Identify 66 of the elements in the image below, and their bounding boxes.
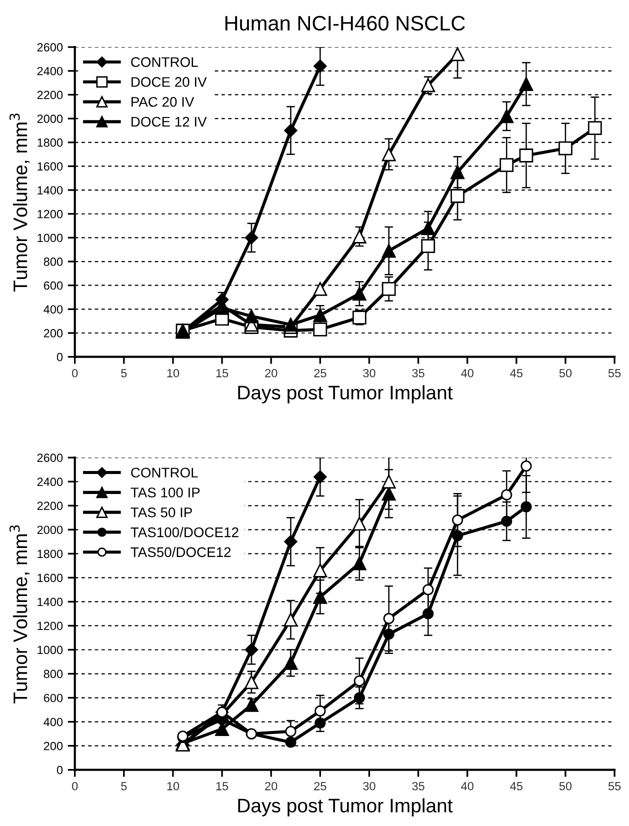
x-tick-label: 25: [314, 782, 326, 790]
y-tick-label: 1200: [38, 210, 63, 218]
y-tick-label: 2200: [37, 90, 63, 100]
y-tick-label: 2200: [37, 502, 63, 510]
x-tick-label: 55: [608, 782, 621, 790]
x-tick-label: 5: [121, 369, 127, 378]
y-tick-label: 1400: [38, 598, 63, 606]
x-tick-label: 0: [72, 368, 78, 378]
y-tick-label: 2000: [37, 526, 63, 534]
y-tick-label: 200: [44, 329, 63, 338]
y-tick-label: 1000: [38, 234, 63, 242]
y-tick-label: 1800: [38, 550, 63, 558]
legend-label: TAS 100 IP: [130, 488, 200, 498]
x-tick-label: 10: [167, 782, 180, 790]
y-tick-label: 200: [44, 742, 63, 750]
x-tick-label: 30: [363, 368, 376, 378]
x-tick-label: 0: [72, 782, 78, 790]
x-tick-label: 10: [167, 368, 180, 378]
y-tick-label: 2000: [37, 114, 63, 123]
y-tick-label: 2600: [37, 43, 63, 52]
y-axis-title: Tumor Volume, mm$^{3}$: [10, 525, 30, 704]
y-tick-label: 1800: [38, 138, 63, 147]
y-tick-label: 1600: [38, 574, 63, 582]
y-tick-label: 2400: [37, 66, 63, 76]
x-tick-label: 45: [510, 369, 522, 378]
legend-label: TAS 50 IP: [130, 507, 192, 518]
y-tick-label: 1200: [38, 622, 63, 630]
y-tick-label: 0: [56, 352, 63, 362]
y-tick-label: 800: [44, 670, 63, 678]
y-tick-label: 1000: [38, 646, 63, 654]
y-tick-label: 0: [56, 766, 63, 774]
x-tick-label: 45: [510, 782, 522, 790]
x-tick-label: 35: [412, 782, 424, 790]
y-tick-label: 600: [44, 281, 63, 290]
x-tick-label: 20: [265, 368, 278, 378]
y-tick-label: 1600: [38, 162, 63, 171]
x-tick-label: 20: [265, 782, 278, 790]
y-tick-label: 800: [44, 258, 63, 266]
x-axis-title: Days post Tumor Implant: [238, 798, 453, 816]
legend-label: DOCE 12 IV: [132, 116, 207, 127]
y-tick-label: 2600: [37, 454, 63, 462]
x-tick-label: 50: [559, 368, 572, 378]
y-tick-label: 2400: [37, 478, 63, 486]
x-tick-label: 15: [216, 369, 228, 378]
legend-label: TAS100/DOCE12: [130, 527, 238, 538]
legend-label: CONTROL: [131, 468, 198, 478]
legend-label: DOCE 20 IV: [132, 77, 207, 87]
y-tick-label: 1400: [38, 186, 63, 194]
y-tick-label: 600: [44, 694, 63, 702]
x-tick-label: 35: [412, 368, 424, 378]
x-tick-label: 50: [559, 782, 572, 790]
x-tick-label: 25: [314, 368, 326, 378]
x-tick-label: 40: [461, 782, 474, 790]
x-tick-label: 30: [363, 782, 376, 790]
legend-label: TAS50/DOCE12: [130, 546, 231, 558]
x-axis-title: Days post Tumor Implant: [238, 385, 453, 404]
x-tick-label: 5: [121, 782, 127, 790]
legend-label: CONTROL: [131, 57, 198, 68]
x-tick-label: 55: [608, 369, 621, 378]
chart-title: Human NCI-H460 NSCLC: [225, 16, 465, 31]
legend-label: PAC 20 IV: [132, 96, 194, 107]
y-axis-title: Tumor Volume, mm$^{3}$: [10, 114, 30, 292]
x-tick-label: 40: [461, 368, 474, 378]
y-tick-label: 400: [44, 305, 63, 314]
y-tick-label: 400: [44, 718, 63, 726]
x-tick-label: 15: [216, 782, 228, 790]
